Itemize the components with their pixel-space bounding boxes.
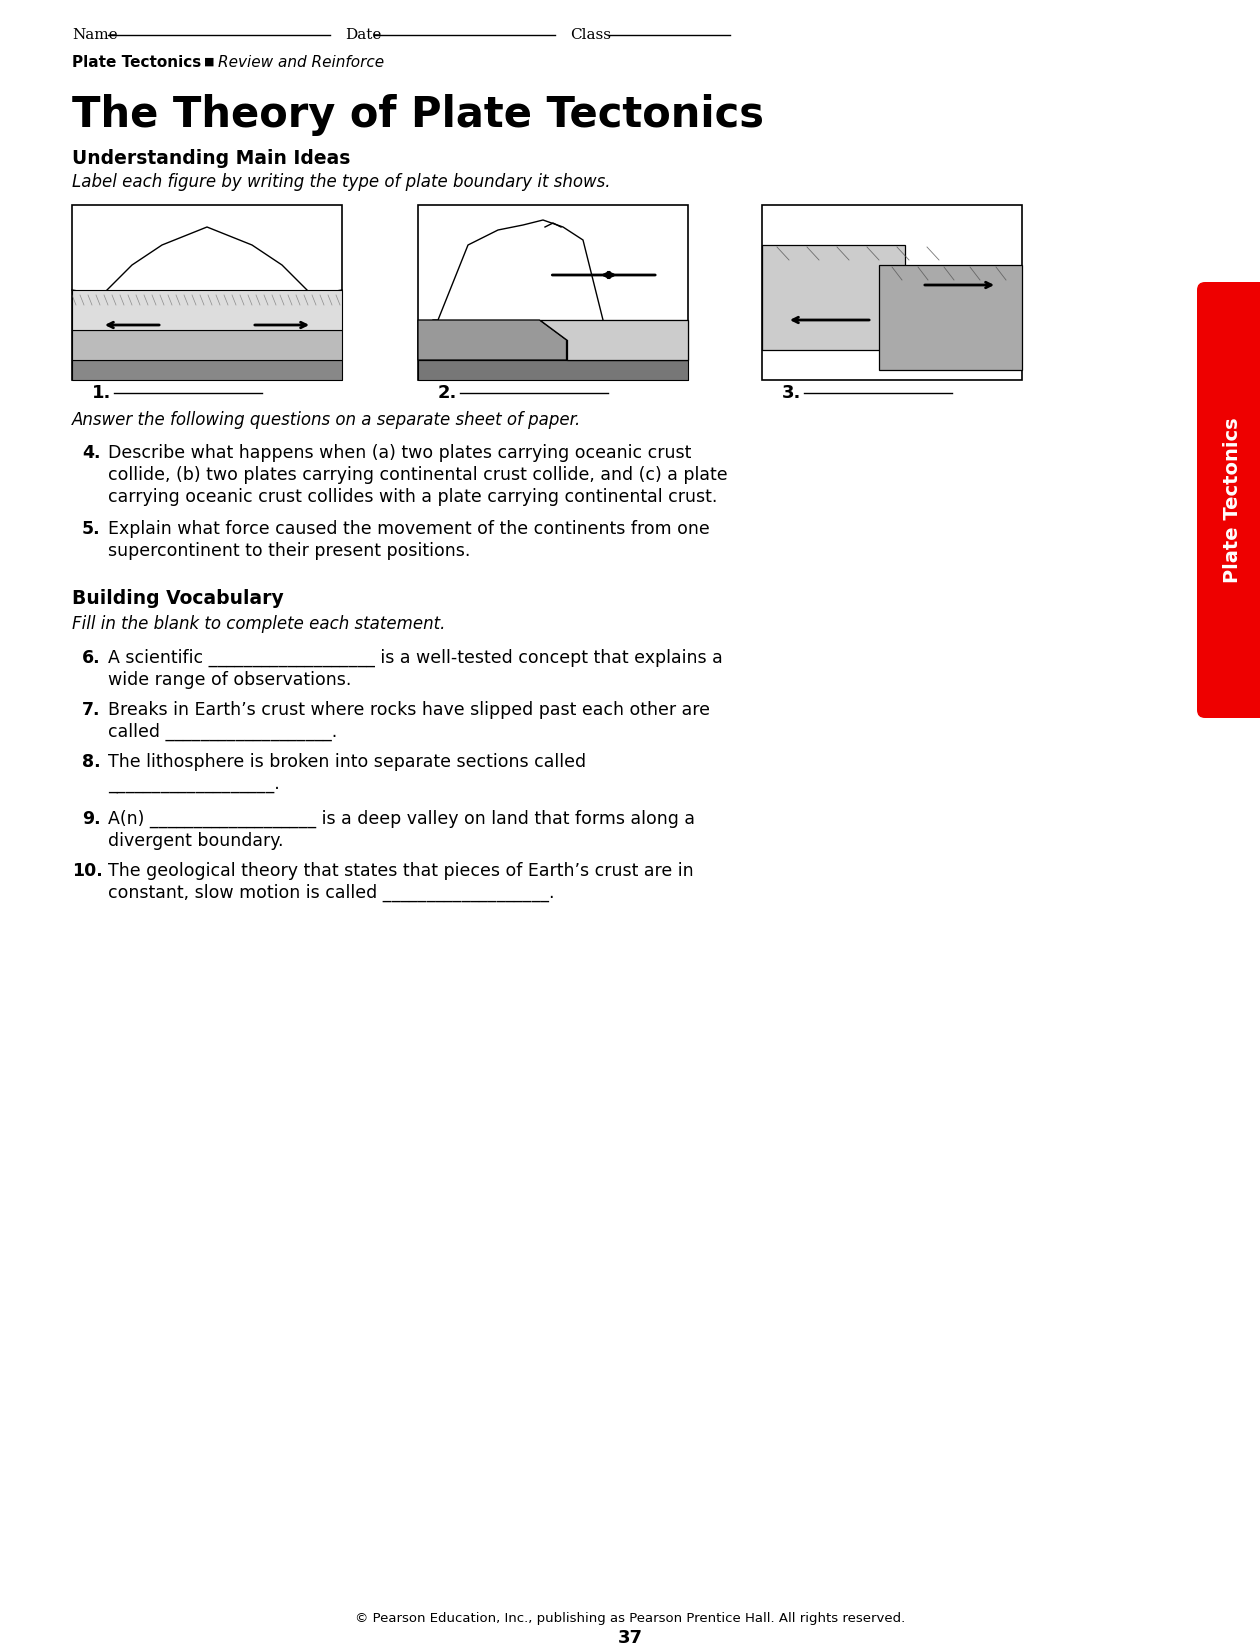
Polygon shape	[72, 291, 341, 330]
Bar	[72, 205, 341, 380]
Bar	[762, 205, 1022, 380]
Polygon shape	[72, 330, 341, 360]
Text: © Pearson Education, Inc., publishing as Pearson Prentice Hall. All rights reser: © Pearson Education, Inc., publishing as…	[355, 1611, 905, 1625]
Text: Describe what happens when (a) two plates carrying oceanic crust: Describe what happens when (a) two plate…	[108, 444, 692, 462]
Polygon shape	[762, 244, 905, 350]
Text: Plate Tectonics: Plate Tectonics	[1223, 418, 1242, 583]
Text: collide, (b) two plates carrying continental crust collide, and (c) a plate: collide, (b) two plates carrying contine…	[108, 466, 727, 484]
Text: Class: Class	[570, 28, 611, 41]
Text: Answer the following questions on a separate sheet of paper.: Answer the following questions on a sepa…	[72, 411, 581, 429]
Text: Fill in the blank to complete each statement.: Fill in the blank to complete each state…	[72, 616, 445, 632]
Text: 1.: 1.	[92, 385, 111, 401]
Text: A(n) ___________________ is a deep valley on land that forms along a: A(n) ___________________ is a deep valle…	[108, 811, 696, 829]
Text: Explain what force caused the movement of the continents from one: Explain what force caused the movement o…	[108, 520, 709, 538]
Text: Label each figure by writing the type of plate boundary it shows.: Label each figure by writing the type of…	[72, 173, 611, 192]
Text: 7.: 7.	[82, 702, 101, 718]
Polygon shape	[72, 360, 341, 380]
Text: Plate Tectonics: Plate Tectonics	[72, 54, 202, 69]
Text: ___________________.: ___________________.	[108, 774, 280, 792]
Text: supercontinent to their present positions.: supercontinent to their present position…	[108, 542, 470, 560]
Text: A scientific ___________________ is a well-tested concept that explains a: A scientific ___________________ is a we…	[108, 649, 723, 667]
Text: The lithosphere is broken into separate sections called: The lithosphere is broken into separate …	[108, 753, 586, 771]
Polygon shape	[418, 360, 688, 380]
Text: 2.: 2.	[438, 385, 457, 401]
Text: divergent boundary.: divergent boundary.	[108, 832, 284, 850]
Text: Understanding Main Ideas: Understanding Main Ideas	[72, 149, 350, 167]
Polygon shape	[418, 320, 688, 360]
Text: Review and Reinforce: Review and Reinforce	[218, 54, 384, 69]
Text: 5.: 5.	[82, 520, 101, 538]
Text: constant, slow motion is called ___________________.: constant, slow motion is called ________…	[108, 883, 554, 901]
Text: 3.: 3.	[782, 385, 801, 401]
Text: ■: ■	[204, 58, 214, 68]
Polygon shape	[879, 266, 1022, 370]
Text: The geological theory that states that pieces of Earth’s crust are in: The geological theory that states that p…	[108, 862, 693, 880]
Text: 9.: 9.	[82, 811, 101, 829]
Polygon shape	[539, 320, 688, 360]
Text: Date: Date	[345, 28, 382, 41]
FancyBboxPatch shape	[1197, 282, 1260, 718]
Text: 10.: 10.	[72, 862, 103, 880]
Text: wide range of observations.: wide range of observations.	[108, 670, 352, 688]
Text: 8.: 8.	[82, 753, 101, 771]
Text: Building Vocabulary: Building Vocabulary	[72, 588, 284, 608]
Bar	[418, 205, 688, 380]
Text: carrying oceanic crust collides with a plate carrying continental crust.: carrying oceanic crust collides with a p…	[108, 489, 717, 505]
Text: Breaks in Earth’s crust where rocks have slipped past each other are: Breaks in Earth’s crust where rocks have…	[108, 702, 709, 718]
Polygon shape	[418, 320, 567, 360]
Text: 6.: 6.	[82, 649, 101, 667]
Text: 4.: 4.	[82, 444, 101, 462]
Text: called ___________________.: called ___________________.	[108, 723, 338, 741]
Text: The Theory of Plate Tectonics: The Theory of Plate Tectonics	[72, 94, 764, 135]
Text: Name: Name	[72, 28, 117, 41]
Text: 37: 37	[617, 1630, 643, 1648]
